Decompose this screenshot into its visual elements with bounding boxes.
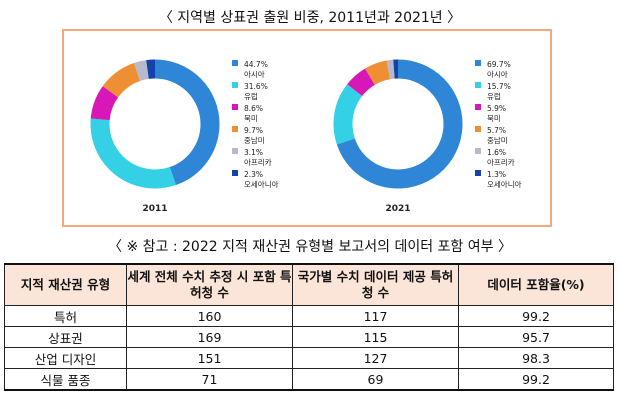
chart-panel: 44.7% 아시아 31.6% 유럽 8.6% 북미 9.7% 중남미 3.1% 아프리카 2.3%…	[62, 29, 552, 227]
legend-swatch	[475, 82, 481, 88]
cell-world-estimate: 151	[126, 347, 293, 369]
chart-title: 〈 지역별 상표권 출원 비중, 2011년과 2021년 〉	[158, 10, 462, 26]
table-header-row: 지적 재산권 유형 세계 전체 수치 추정 시 포함 특허청 수 국가별 수치 …	[4, 263, 614, 306]
header-country-data: 국가별 수치 데이터 제공 특허청 수	[292, 263, 459, 306]
legend-category-label: 아프리카	[244, 157, 272, 167]
table-title: 〈 ※ 참고 : 2022 지적 재산권 유형별 보고서의 데이터 포함 여부 …	[108, 239, 512, 255]
legend-value-label: 2.3%	[244, 170, 263, 179]
cell-country-data: 69	[292, 368, 459, 391]
legend-swatch	[232, 170, 238, 176]
legend-swatch	[232, 82, 238, 88]
legend-value-label: 9.7%	[244, 126, 263, 135]
cell-world-estimate: 71	[126, 368, 293, 391]
legend-swatch	[475, 126, 481, 132]
table-row: 특허 160 117 99.2	[4, 305, 614, 327]
legend-category-label: 유럽	[487, 92, 501, 101]
legend-swatch	[475, 148, 481, 154]
table-row: 상표권 169 115 95.7	[4, 326, 614, 348]
legend-swatch	[475, 104, 481, 110]
legend-swatch	[232, 104, 238, 110]
cell-coverage-rate: 99.2	[458, 305, 614, 327]
cell-coverage-rate: 98.3	[458, 347, 614, 369]
donut-slice-2021-1	[333, 59, 463, 189]
legend-category-label: 아프리카	[487, 157, 515, 167]
legend-value-label: 5.7%	[487, 126, 506, 135]
legend-swatch	[232, 148, 238, 154]
donut-year-label: 2011	[142, 204, 167, 214]
header-coverage-rate: 데이터 포함율(%)	[458, 263, 614, 306]
legend-swatch	[475, 60, 481, 66]
cell-ip-type: 산업 디자인	[4, 347, 127, 369]
legend-swatch	[475, 170, 481, 176]
legend-swatch	[232, 60, 238, 66]
cell-world-estimate: 169	[126, 326, 293, 348]
table-row: 산업 디자인 151 127 98.3	[4, 347, 614, 369]
legend-category-label: 중남미	[244, 136, 265, 145]
donut-slice-2011-1	[90, 59, 220, 189]
cell-ip-type: 식물 품종	[4, 368, 127, 391]
legend-value-label: 44.7%	[244, 60, 268, 69]
cell-coverage-rate: 95.7	[458, 326, 614, 348]
cell-ip-type: 특허	[4, 305, 127, 327]
legend-category-label: 오세아니아	[244, 179, 279, 189]
cell-country-data: 115	[292, 326, 459, 348]
cell-country-data: 127	[292, 347, 459, 369]
cell-world-estimate: 160	[126, 305, 293, 327]
legend-category-label: 북미	[244, 114, 258, 123]
legend-value-label: 31.6%	[244, 82, 268, 91]
cell-country-data: 117	[292, 305, 459, 327]
legend-category-label: 아시아	[487, 69, 508, 79]
table-row: 식물 품종 71 69 99.2	[4, 368, 614, 391]
legend-value-label: 3.1%	[244, 148, 263, 157]
legend-value-label: 1.6%	[487, 148, 506, 157]
legend-value-label: 5.9%	[487, 104, 506, 113]
legend-value-label: 15.7%	[487, 82, 511, 91]
donut-slice-2021-5	[333, 59, 463, 189]
legend-category-label: 아시아	[244, 69, 265, 79]
legend-value-label: 69.7%	[487, 60, 511, 69]
cell-ip-type: 상표권	[4, 326, 127, 348]
legend-category-label: 유럽	[244, 92, 258, 101]
legend-category-label: 북미	[487, 114, 501, 123]
donut-slice-2011-5	[90, 59, 220, 189]
data-coverage-table: 지적 재산권 유형 세계 전체 수치 추정 시 포함 특허청 수 국가별 수치 …	[4, 263, 614, 391]
donut-charts: 44.7%아시아31.6%유럽8.6%북미9.7%중남미3.1%아프리카2.3%…	[90, 59, 522, 214]
legend-value-label: 1.3%	[487, 170, 506, 179]
cell-coverage-rate: 99.2	[458, 368, 614, 391]
legend-swatch	[232, 126, 238, 132]
legend-category-label: 중남미	[487, 136, 508, 145]
header-world-estimate: 세계 전체 수치 추정 시 포함 특허청 수	[126, 263, 293, 306]
legend-category-label: 오세아니아	[487, 179, 522, 189]
legend-value-label: 8.6%	[244, 104, 263, 113]
header-ip-type: 지적 재산권 유형	[4, 263, 127, 306]
donut-year-label: 2021	[385, 204, 410, 214]
